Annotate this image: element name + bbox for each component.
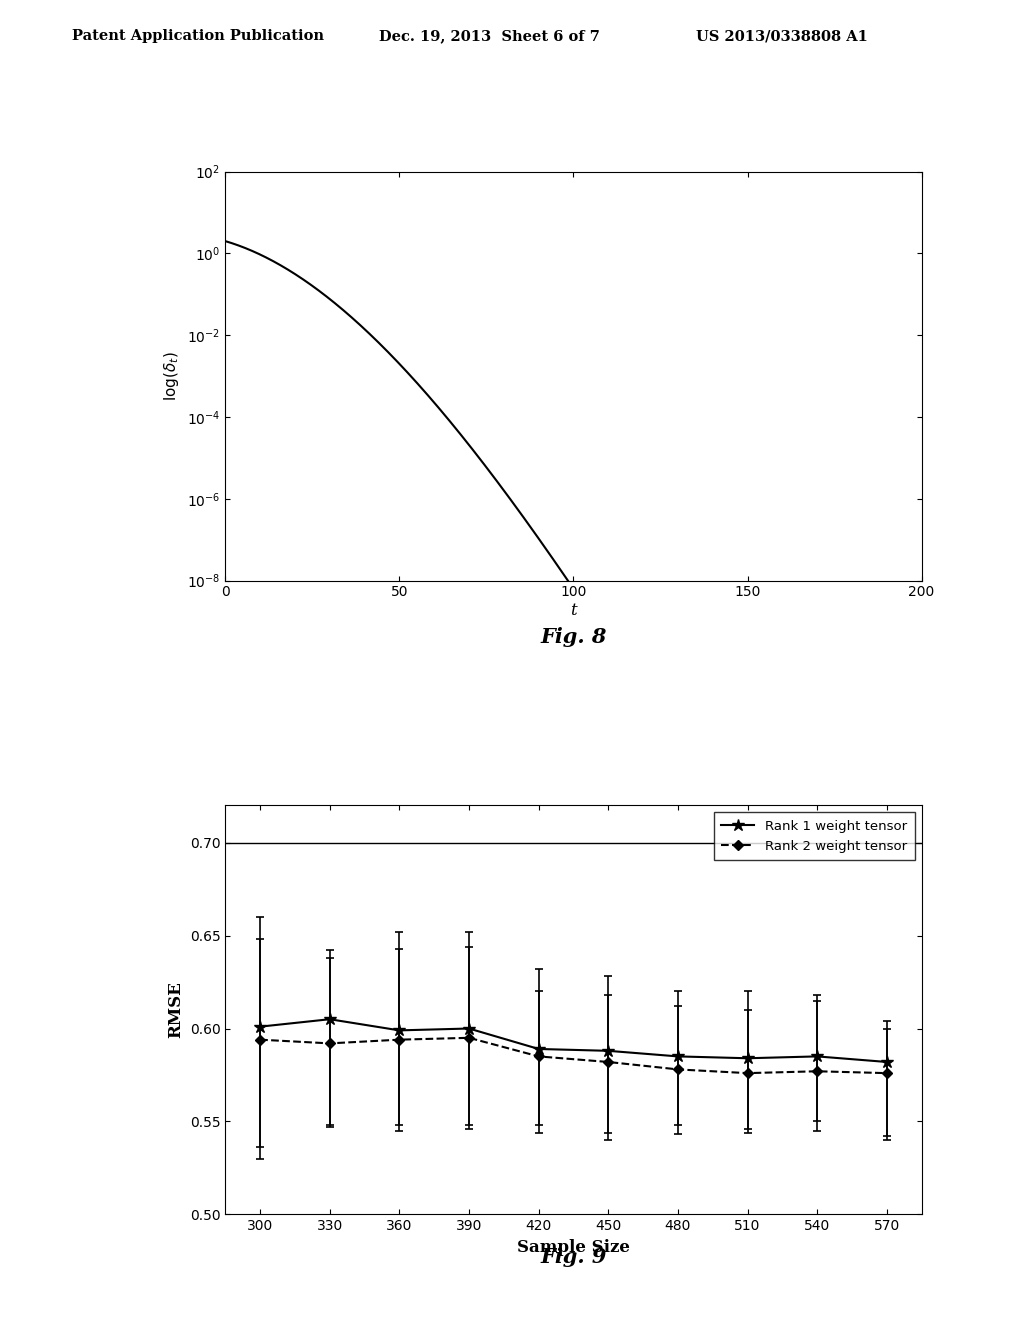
X-axis label: Sample Size: Sample Size [517, 1238, 630, 1255]
Y-axis label: RMSE: RMSE [167, 982, 184, 1039]
Y-axis label: $\log(\delta_t)$: $\log(\delta_t)$ [163, 351, 181, 401]
Text: Dec. 19, 2013  Sheet 6 of 7: Dec. 19, 2013 Sheet 6 of 7 [379, 29, 600, 44]
Text: Patent Application Publication: Patent Application Publication [72, 29, 324, 44]
Text: Fig. 8: Fig. 8 [541, 627, 606, 647]
X-axis label: t: t [570, 602, 577, 619]
Text: US 2013/0338808 A1: US 2013/0338808 A1 [696, 29, 868, 44]
Text: Fig. 9: Fig. 9 [541, 1247, 606, 1267]
Legend: Rank 1 weight tensor, Rank 2 weight tensor: Rank 1 weight tensor, Rank 2 weight tens… [714, 812, 915, 861]
